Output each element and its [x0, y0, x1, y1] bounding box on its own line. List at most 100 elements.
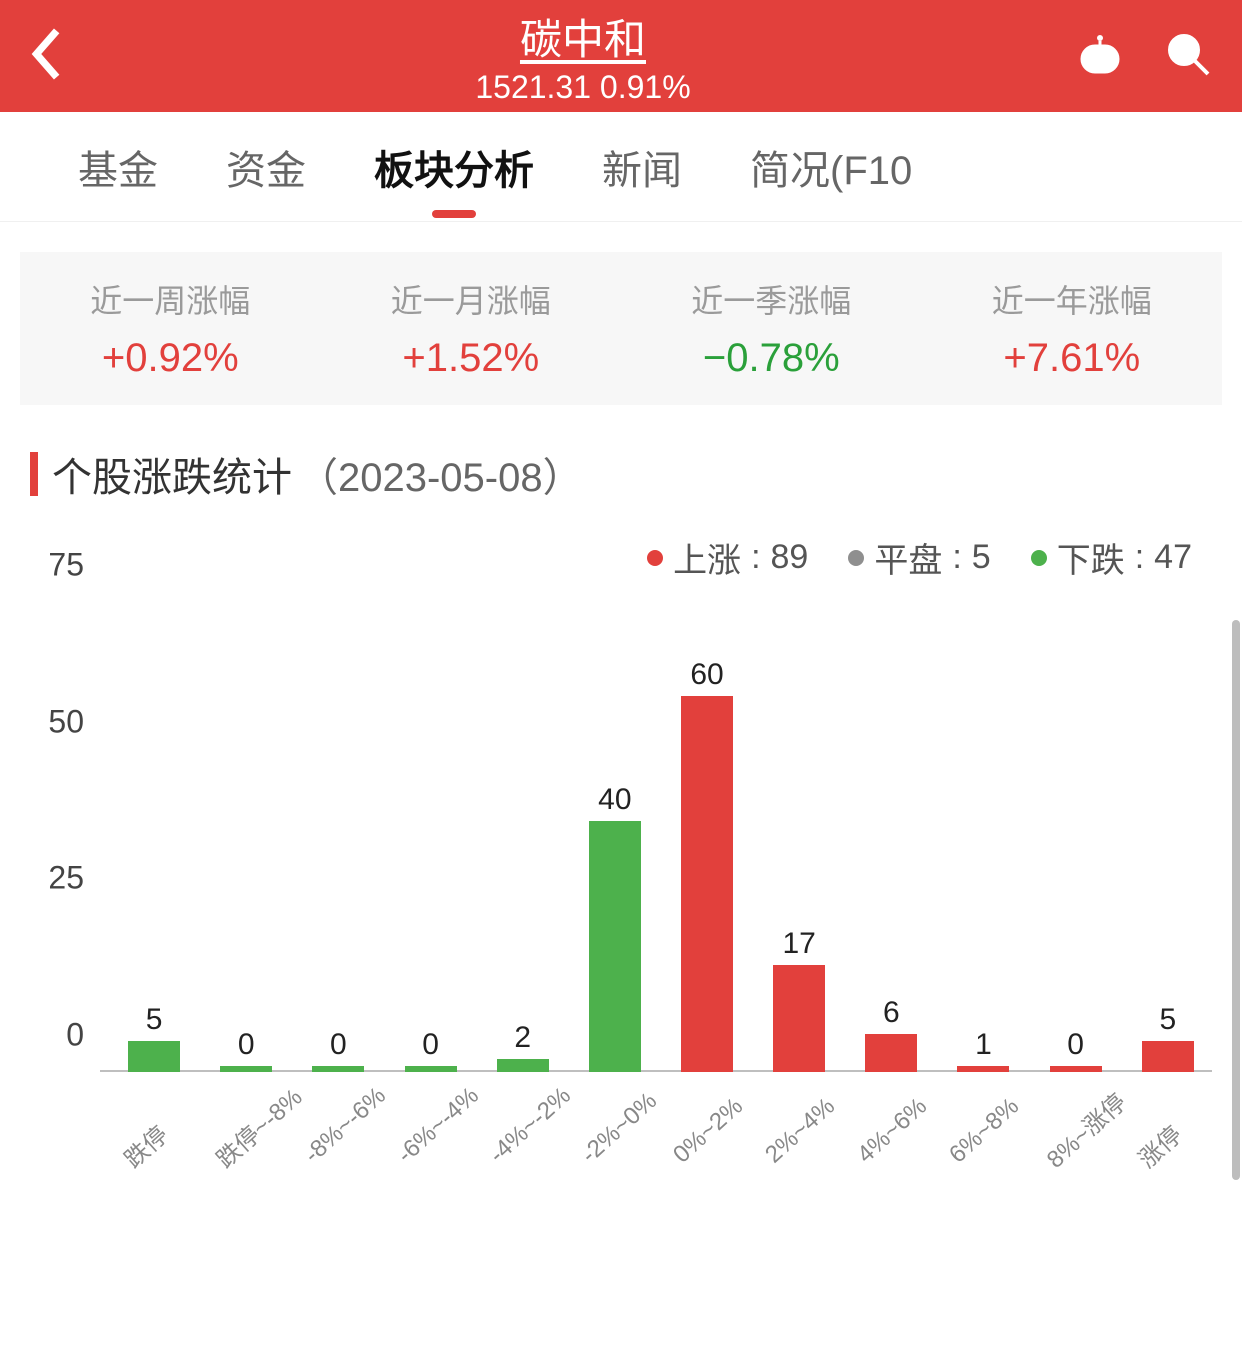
stock-change-chart: 上涨: 89 平盘: 5 下跌: 47 0255075 500024060176…	[30, 533, 1222, 1122]
section-title-text: 个股涨跌统计	[52, 445, 292, 503]
bar-slot: 1	[941, 1028, 1025, 1072]
y-tick: 0	[66, 1017, 84, 1054]
bar-slot: 2	[481, 1021, 565, 1072]
bar-slot: 0	[204, 1028, 288, 1072]
tab-item-partial[interactable]: ﾠ	[10, 138, 44, 196]
legend-flat-count: 5	[972, 538, 991, 577]
bar-value-label: 1	[975, 1028, 992, 1062]
period-label: 近一周涨幅	[20, 276, 321, 322]
chart-x-labels: 跌停跌停~-8%-8%~-6%-6%~-4%-4%~-2%-2%~0%0%~2%…	[100, 1127, 1222, 1162]
scrollbar-thumb[interactable]	[1232, 620, 1240, 1180]
legend-down-count: 47	[1154, 538, 1192, 577]
tab-profile[interactable]: 简况(F10	[716, 138, 946, 196]
bar	[957, 1066, 1009, 1072]
x-label: 0%~2%	[668, 1092, 754, 1174]
app-header: 碳中和 1521.31 0.91%	[0, 0, 1242, 112]
search-icon[interactable]	[1164, 30, 1212, 83]
period-value: −0.78%	[621, 336, 922, 381]
legend-up: 上涨: 89	[647, 533, 808, 582]
x-label: 4%~6%	[852, 1092, 938, 1174]
x-label: 2%~4%	[760, 1092, 846, 1174]
tab-sector-analysis[interactable]: 板块分析	[340, 138, 568, 196]
header-title-block[interactable]: 碳中和 1521.31 0.91%	[90, 6, 1076, 106]
x-label: 跌停	[115, 1092, 201, 1174]
header-price: 1521.31	[475, 69, 591, 105]
legend-dot-up	[647, 550, 663, 566]
x-label: 跌停~-8%	[207, 1092, 293, 1174]
bar-value-label: 0	[1067, 1028, 1084, 1062]
bar	[128, 1041, 180, 1072]
period-week: 近一周涨幅 +0.92%	[20, 276, 321, 381]
scrollbar[interactable]	[1232, 560, 1242, 1320]
chart-plot: 500024060176105 跌停跌停~-8%-8%~-6%-6%~-4%-4…	[100, 602, 1222, 1122]
period-value: +7.61%	[922, 336, 1223, 381]
chart-y-axis: 0255075	[30, 602, 100, 1122]
x-label: -8%~-6%	[299, 1092, 385, 1174]
header-title: 碳中和	[90, 6, 1076, 67]
tab-bar: ﾠ 基金 资金 板块分析 新闻 简况(F10	[0, 112, 1242, 222]
period-label: 近一季涨幅	[621, 276, 922, 322]
header-subtitle: 1521.31 0.91%	[90, 69, 1076, 106]
bar-slot: 5	[1126, 1003, 1210, 1072]
bar	[773, 965, 825, 1072]
legend-down: 下跌: 47	[1031, 533, 1192, 582]
tab-fund[interactable]: 基金	[44, 138, 192, 196]
bar-slot: 40	[573, 783, 657, 1072]
x-label: 6%~8%	[945, 1092, 1031, 1174]
bar-value-label: 6	[883, 996, 900, 1030]
bar	[405, 1066, 457, 1072]
legend-dot-flat	[848, 550, 864, 566]
bar-slot: 0	[389, 1028, 473, 1072]
bar	[589, 821, 641, 1072]
x-label: -4%~-2%	[484, 1092, 570, 1174]
legend-flat-label: 平盘	[874, 533, 942, 582]
legend-up-label: 上涨	[673, 533, 741, 582]
period-value: +1.52%	[321, 336, 622, 381]
x-label: 涨停	[1129, 1092, 1215, 1174]
legend-flat: 平盘: 5	[848, 533, 990, 582]
bar	[681, 696, 733, 1072]
bar	[220, 1066, 272, 1072]
chart-area: 0255075 500024060176105 跌停跌停~-8%-8%~-6%-…	[30, 602, 1222, 1122]
x-label: 8%~涨停	[1037, 1092, 1123, 1174]
bar	[1142, 1041, 1194, 1072]
section-title-stock-stats: 个股涨跌统计 （2023-05-08）	[30, 445, 1212, 503]
section-title-date: （2023-05-08）	[298, 445, 583, 503]
bar-slot: 0	[296, 1028, 380, 1072]
bar-slot: 0	[1034, 1028, 1118, 1072]
bar	[1050, 1066, 1102, 1072]
chart-bars: 5 0 0 0 2 40 60 17 6 1 0 5	[100, 602, 1222, 1072]
legend-up-count: 89	[771, 538, 809, 577]
legend-dot-down	[1031, 550, 1047, 566]
bar	[865, 1034, 917, 1072]
bar-value-label: 0	[330, 1028, 347, 1062]
bar-slot: 17	[757, 927, 841, 1072]
bar-slot: 60	[665, 658, 749, 1072]
bar-value-label: 40	[598, 783, 631, 817]
period-year: 近一年涨幅 +7.61%	[922, 276, 1223, 381]
chart-legend: 上涨: 89 平盘: 5 下跌: 47	[30, 533, 1222, 582]
bar-value-label: 5	[1159, 1003, 1176, 1037]
bar-value-label: 17	[782, 927, 815, 961]
period-label: 近一月涨幅	[321, 276, 622, 322]
bar-value-label: 0	[422, 1028, 439, 1062]
tab-capital[interactable]: 资金	[192, 138, 340, 196]
bar-value-label: 5	[146, 1003, 163, 1037]
chevron-left-icon	[30, 28, 66, 80]
period-value: +0.92%	[20, 336, 321, 381]
bar-value-label: 60	[690, 658, 723, 692]
header-change: 0.91%	[600, 69, 691, 105]
bar-value-label: 2	[514, 1021, 531, 1055]
back-button[interactable]	[30, 28, 90, 85]
robot-icon[interactable]	[1076, 30, 1124, 83]
x-label: -2%~0%	[576, 1092, 662, 1174]
bar-slot: 6	[849, 996, 933, 1072]
y-tick: 50	[48, 703, 84, 740]
bar	[312, 1066, 364, 1072]
x-label: -6%~-4%	[392, 1092, 478, 1174]
tab-news[interactable]: 新闻	[568, 138, 716, 196]
bar-slot: 5	[112, 1003, 196, 1072]
period-label: 近一年涨幅	[922, 276, 1223, 322]
legend-down-label: 下跌	[1057, 533, 1125, 582]
period-quarter: 近一季涨幅 −0.78%	[621, 276, 922, 381]
